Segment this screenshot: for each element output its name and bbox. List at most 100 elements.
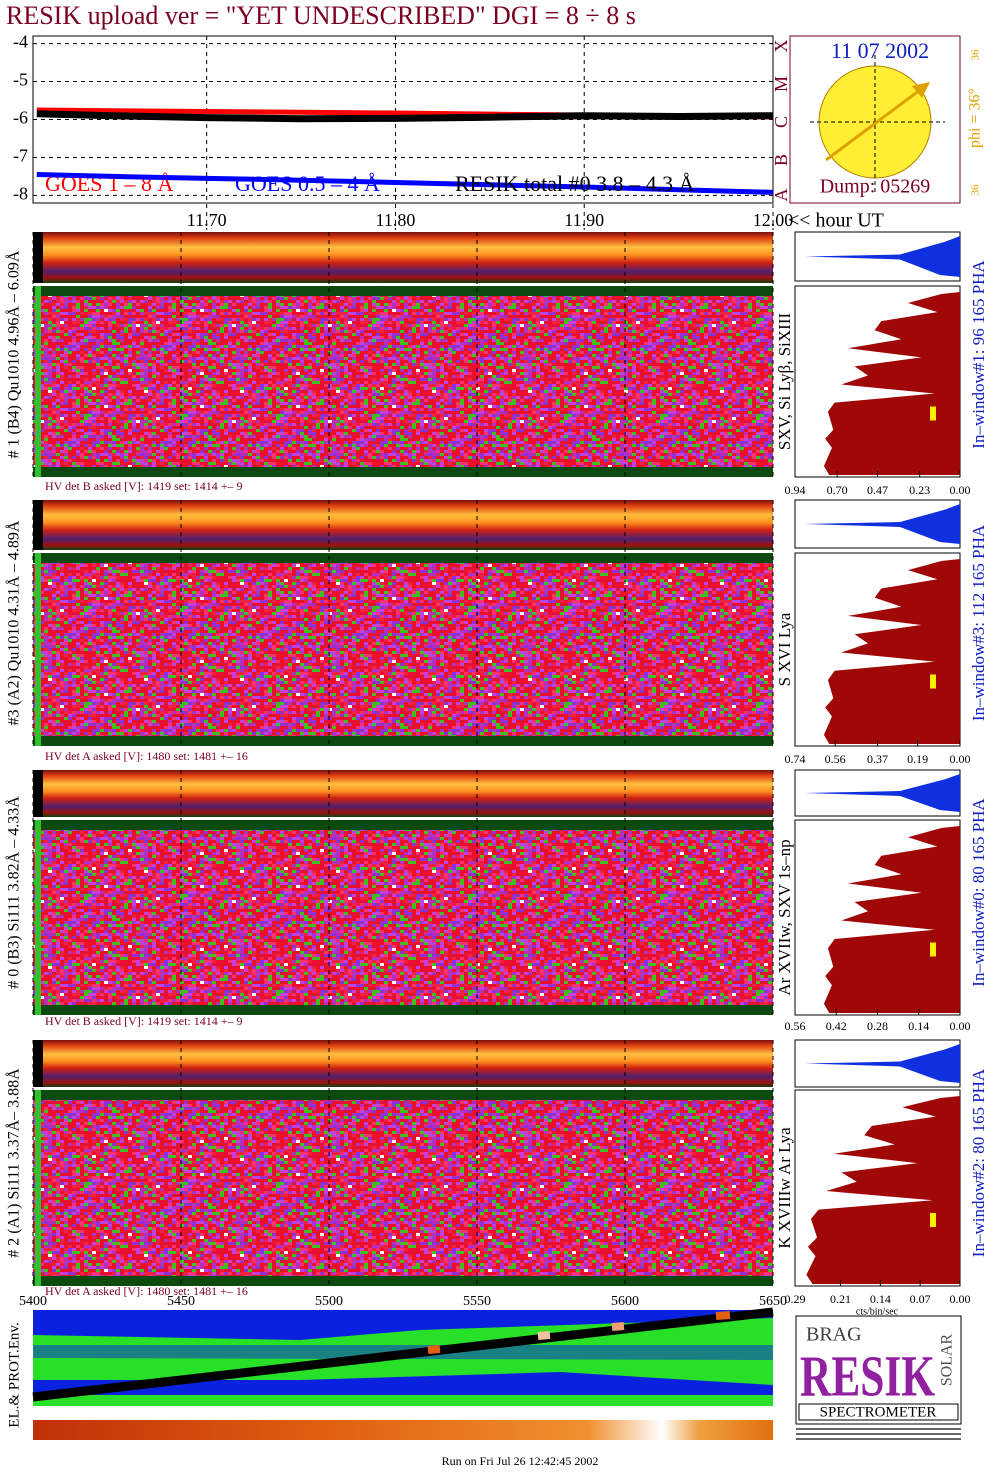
legend-entry: GOES 0.5 – 4 Å xyxy=(235,171,380,196)
y-tick-label: -6 xyxy=(13,108,28,128)
dump-label: Dump: 05269 xyxy=(820,176,931,198)
logo-bottom: SPECTROMETER xyxy=(820,1404,937,1420)
pha-axis-label: cts/bin/sec xyxy=(856,1306,899,1317)
map-edge xyxy=(33,1276,773,1286)
footer: Run on Fri Jul 26 12:42:45 2002 xyxy=(442,1454,599,1468)
pha-tick-label: 0.23 xyxy=(909,483,930,497)
pha-marker xyxy=(930,406,936,421)
map-edge xyxy=(33,467,773,477)
strip-edge xyxy=(33,1040,43,1087)
x-tick-label: 5500 xyxy=(315,1294,343,1309)
flare-class: C xyxy=(771,116,791,128)
pha-tick-label: 0.00 xyxy=(950,1292,971,1306)
y-tick-label: -8 xyxy=(13,184,28,204)
hv-label: HV det A asked [V]: 1480 set: 1481 +– 16 xyxy=(45,1284,248,1298)
line-label: S XVI Lya xyxy=(775,612,794,686)
detector-label: # 0 (B3) Si111 3.82Å – 4.33Å xyxy=(5,796,23,989)
y-tick-label: -5 xyxy=(13,70,28,90)
strip-edge xyxy=(33,770,43,817)
spectrum-map xyxy=(33,553,773,746)
angle-label: 36 xyxy=(970,49,982,61)
pha-tick-label: 0.37 xyxy=(867,752,888,766)
pha-histogram xyxy=(805,504,960,544)
map-edge xyxy=(33,1005,773,1015)
env-label: EL.& PROT.Env. xyxy=(6,1322,22,1427)
angle-label: 36 xyxy=(970,184,982,196)
pha-tick-label: 0.14 xyxy=(908,1019,929,1033)
logo-fineprint xyxy=(796,1433,961,1435)
pha-histogram xyxy=(805,236,960,277)
window-label: In–window#3: 112 165 PHA xyxy=(969,524,988,721)
pha-tick-label: 0.47 xyxy=(867,483,888,497)
map-edge xyxy=(33,820,773,830)
sun-arrow xyxy=(825,82,929,162)
y-tick-label: -7 xyxy=(13,146,28,166)
pha-histogram xyxy=(823,826,960,1013)
env-marker xyxy=(611,1322,625,1331)
detector-label: # 2 (A1) Si111 3.37Å– 3.88Å xyxy=(5,1068,23,1258)
sun-date: 11 07 2002 xyxy=(831,38,929,63)
strip-edge xyxy=(33,232,43,283)
pha-tick-label: 0.00 xyxy=(950,1019,971,1033)
env-marker xyxy=(427,1345,441,1354)
line-label: K XVIIIw Ar Lya xyxy=(775,1127,794,1249)
spectrum-map xyxy=(33,820,773,1015)
map-edge xyxy=(35,820,41,1015)
flare-class: B xyxy=(771,154,791,166)
map-edge xyxy=(33,736,773,746)
pha-tick-label: 0.94 xyxy=(785,483,806,497)
logo-box xyxy=(798,1403,959,1421)
map-edge xyxy=(35,286,41,477)
series-line xyxy=(36,110,774,123)
x-tick-label: 5550 xyxy=(463,1294,491,1309)
pha-tick-label: 0.29 xyxy=(785,1292,806,1306)
window-label: In–window#2: 80 165 PHA xyxy=(969,1068,988,1257)
x-tick-label: 5600 xyxy=(611,1294,639,1309)
flare-class: M xyxy=(771,76,791,92)
map-edge xyxy=(33,553,773,563)
pha-tick-label: 0.00 xyxy=(950,483,971,497)
logo-side: SOLAR xyxy=(939,1333,956,1386)
map-edge xyxy=(33,1090,773,1100)
hv-label: HV det A asked [V]: 1480 set: 1481 +– 16 xyxy=(45,749,248,763)
page-title: RESIK upload ver = "YET UNDESCRIBED" DGI… xyxy=(6,1,636,30)
lightcurve-strip xyxy=(33,500,773,550)
pha-tick-label: 0.42 xyxy=(826,1019,847,1033)
map-edge xyxy=(33,286,773,296)
pha-tick-label: 0.56 xyxy=(785,1019,806,1033)
detector-label: #3 (A2) Qu1010 4.31Å – 4.89Å xyxy=(5,520,23,725)
pha-histogram xyxy=(823,292,960,475)
strip-edge xyxy=(33,500,43,550)
map-edge xyxy=(35,553,41,746)
color-bar xyxy=(33,1420,773,1440)
hv-label: HV det B asked [V]: 1419 set: 1414 +– 9 xyxy=(45,1014,243,1028)
pha-histogram xyxy=(823,559,960,744)
pha-tick-label: 0.19 xyxy=(907,752,928,766)
env-marker xyxy=(537,1331,551,1340)
sun-arrowhead xyxy=(912,82,930,98)
line-label: Ar XVIIw, SXV 1s–np xyxy=(775,839,794,995)
y-tick-label: -4 xyxy=(13,32,28,52)
pha-histogram xyxy=(805,774,960,812)
line-label: SXV, Si Lyβ, SiXIII xyxy=(775,313,794,451)
pha-marker xyxy=(930,1213,936,1227)
x-tick-label: 5650 xyxy=(759,1294,787,1309)
pha-tick-label: 0.07 xyxy=(910,1292,931,1306)
x-tick-label: 5400 xyxy=(19,1294,47,1309)
pha-tick-label: 0.14 xyxy=(870,1292,891,1306)
lightcurve-strip xyxy=(33,1040,773,1087)
pha-tick-label: 0.56 xyxy=(825,752,846,766)
phi-label: phi = 36° xyxy=(967,88,984,148)
spectrum-map xyxy=(33,286,773,477)
hv-label: HV det B asked [V]: 1419 set: 1414 +– 9 xyxy=(45,479,243,493)
env-marker xyxy=(715,1311,731,1320)
pha-tick-label: 0.21 xyxy=(830,1292,851,1306)
lightcurve-strip xyxy=(33,232,773,283)
detector-label: # 1 (B4) Qu1010 4.96Å – 6.09Å xyxy=(5,250,23,458)
logo-fineprint xyxy=(796,1428,961,1430)
logo-fineprint xyxy=(796,1438,961,1440)
pha-tick-label: 0.70 xyxy=(827,483,848,497)
logo-main: RESIK xyxy=(800,1343,935,1408)
